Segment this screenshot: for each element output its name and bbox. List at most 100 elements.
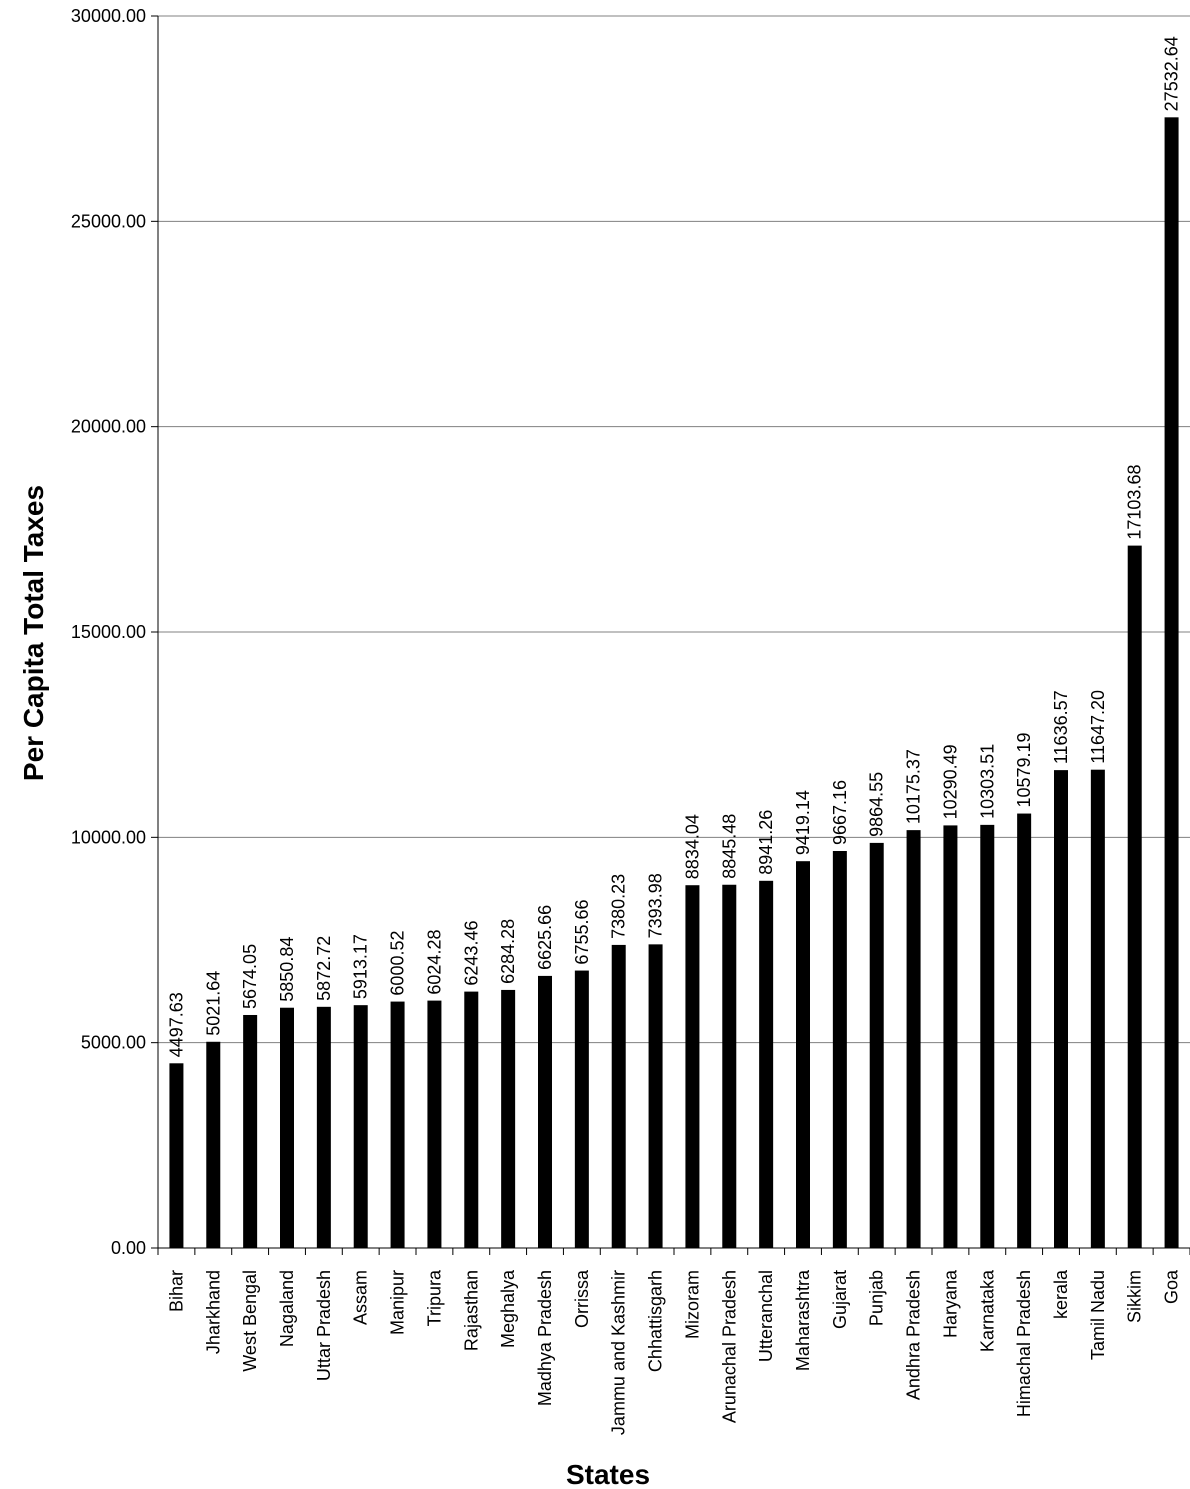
- data-label: 8834.04: [682, 814, 702, 879]
- bar: [796, 861, 810, 1248]
- data-label: 8941.26: [756, 810, 776, 875]
- x-tick-label: Meghalya: [498, 1269, 518, 1348]
- bar: [722, 884, 737, 1248]
- bar: [206, 1041, 221, 1248]
- x-tick-label: West Bengal: [240, 1270, 260, 1372]
- x-tick-label: Orrissa: [572, 1269, 592, 1328]
- data-label: 6024.28: [424, 930, 444, 995]
- data-label: 9864.55: [867, 772, 887, 837]
- x-tick-label: Nagaland: [277, 1270, 297, 1347]
- bar: [1164, 117, 1179, 1248]
- x-tick-label: Rajasthan: [461, 1270, 481, 1351]
- x-tick-label: Bihar: [166, 1270, 186, 1312]
- data-label: 10303.51: [977, 744, 997, 819]
- x-tick-label: Manipur: [388, 1270, 408, 1335]
- x-tick-label: Utteranchal: [756, 1270, 776, 1362]
- y-tick-label: 0.00: [111, 1238, 146, 1258]
- data-label: 5913.17: [351, 934, 371, 999]
- x-tick-label: Karnataka: [977, 1269, 997, 1352]
- y-axis-title: Per Capita Total Taxes: [18, 485, 49, 781]
- bar: [832, 851, 847, 1248]
- y-tick-label: 10000.00: [71, 827, 146, 847]
- y-tick-label: 25000.00: [71, 211, 146, 231]
- x-tick-label: Andhra Pradesh: [904, 1270, 924, 1400]
- data-label: 6000.52: [388, 931, 408, 996]
- x-tick-label: Assam: [351, 1270, 371, 1325]
- x-tick-label: Chhattisgarh: [646, 1270, 666, 1372]
- x-tick-label: Jammu and Kashmir: [609, 1270, 629, 1435]
- x-tick-label: Jharkhand: [203, 1270, 223, 1354]
- bar: [611, 944, 626, 1248]
- x-tick-label: Punjab: [867, 1270, 887, 1326]
- bar: [280, 1007, 294, 1248]
- data-label: 8845.48: [719, 814, 739, 879]
- x-tick-label: Haryana: [940, 1269, 960, 1338]
- x-tick-label: Sikkim: [1125, 1270, 1145, 1323]
- bar: [427, 1000, 442, 1248]
- data-label: 6243.46: [461, 921, 481, 986]
- data-label: 6755.66: [572, 899, 592, 964]
- bar: [648, 944, 663, 1248]
- x-tick-label: Madhya Pradesh: [535, 1270, 555, 1406]
- bar: [390, 1001, 405, 1248]
- data-label: 17103.68: [1125, 465, 1145, 540]
- data-label: 5872.72: [314, 936, 334, 1001]
- axes: [151, 15, 1190, 1255]
- data-label: 5850.84: [277, 937, 297, 1002]
- x-tick-label: Gujarat: [830, 1270, 850, 1329]
- data-label: 9419.14: [793, 790, 813, 855]
- y-tick-label: 15000.00: [71, 622, 146, 642]
- data-label: 9667.16: [830, 780, 850, 845]
- data-label: 10290.49: [940, 744, 960, 819]
- bar: [1054, 770, 1068, 1248]
- data-label: 10175.37: [904, 749, 924, 824]
- x-tick-label: Arunachal Pradesh: [719, 1270, 739, 1423]
- x-tick-label: Tripura: [424, 1269, 444, 1326]
- bar: [169, 1063, 184, 1248]
- y-tick-label: 5000.00: [81, 1033, 146, 1053]
- data-label: 5021.64: [203, 971, 223, 1036]
- x-tick-label: Uttar Pradesh: [314, 1270, 334, 1381]
- bar: [243, 1014, 258, 1248]
- y-tick-labels: 0.00 5000.00 10000.00 15000.00 20000.00 25000…: [71, 6, 146, 1258]
- x-axis-title: States: [566, 1459, 650, 1489]
- bar: [353, 1005, 368, 1248]
- bar: [869, 842, 884, 1248]
- data-labels: 4497.63 5021.64 5674.05 5850.84 5872.72 5913.…: [166, 36, 1181, 1057]
- data-label: 11636.57: [1051, 690, 1071, 764]
- data-label: 6625.66: [535, 905, 555, 970]
- bar: [501, 989, 516, 1248]
- data-label: 7393.98: [646, 873, 666, 938]
- bar: [1127, 545, 1142, 1248]
- data-label: 5674.05: [240, 944, 260, 1009]
- data-label: 10579.19: [1014, 732, 1034, 807]
- bar: [574, 970, 589, 1248]
- bar: [538, 975, 552, 1248]
- bar: [1090, 769, 1105, 1248]
- x-tick-label: Tamil Nadu: [1088, 1270, 1108, 1360]
- data-label: 4497.63: [166, 992, 186, 1057]
- x-tick-label: Mizoram: [682, 1270, 702, 1339]
- x-tick-labels: Bihar Jharkhand West Bengal Nagaland Uttar P…: [166, 1269, 1181, 1435]
- data-label: 7380.23: [609, 874, 629, 939]
- data-label: 11647.20: [1088, 690, 1108, 764]
- bar: [685, 885, 700, 1248]
- gridlines: [158, 15, 1190, 1044]
- y-tick-label: 20000.00: [71, 417, 146, 437]
- bar: [316, 1006, 331, 1248]
- data-label: 6284.28: [498, 919, 518, 984]
- bar: [759, 880, 774, 1248]
- x-tick-label: Maharashtra: [793, 1269, 813, 1371]
- bar: [1017, 813, 1032, 1248]
- x-tick-label: kerala: [1051, 1269, 1071, 1319]
- bar: [906, 830, 921, 1248]
- bars: [169, 117, 1179, 1248]
- x-tick-label: Goa: [1162, 1269, 1182, 1304]
- bar: [980, 824, 995, 1248]
- data-label: 27532.64: [1162, 36, 1182, 111]
- bar: [464, 991, 479, 1248]
- y-tick-label: 30000.00: [71, 6, 146, 26]
- x-tick-label: Himachal Pradesh: [1014, 1270, 1034, 1417]
- bar: [943, 825, 958, 1248]
